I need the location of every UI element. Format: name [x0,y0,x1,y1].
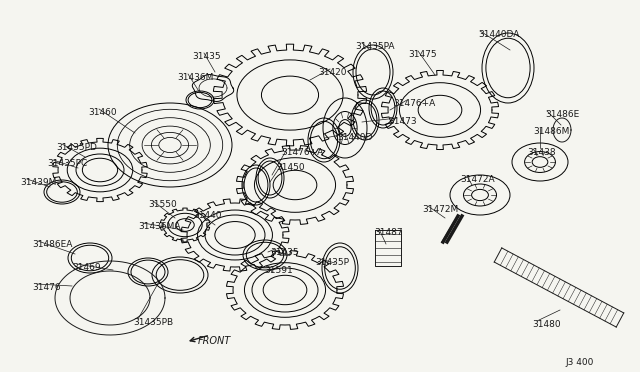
Text: 31472M: 31472M [422,205,458,214]
Text: 31435PC: 31435PC [47,159,87,168]
Text: 31476+A: 31476+A [281,148,323,157]
Text: 31486M: 31486M [533,127,570,136]
Text: 31591: 31591 [264,266,292,275]
Text: 31469: 31469 [72,263,100,272]
Text: 31435PA: 31435PA [355,42,394,51]
Text: 31473: 31473 [388,117,417,126]
Text: 31439M: 31439M [20,178,56,187]
Text: 31476: 31476 [32,283,61,292]
Text: 31435PB: 31435PB [133,318,173,327]
Text: 31420: 31420 [318,68,346,77]
Text: 31440: 31440 [193,211,221,220]
Text: 31487: 31487 [374,228,403,237]
Text: 31460: 31460 [88,108,116,117]
Text: 31486EA: 31486EA [32,240,72,249]
Text: FRONT: FRONT [198,336,231,346]
Text: J3 400: J3 400 [565,358,593,367]
Text: 31450: 31450 [276,163,305,172]
Text: 31436M: 31436M [177,73,213,82]
Text: 31435: 31435 [270,248,299,257]
Text: 31475: 31475 [408,50,436,59]
Text: 31435: 31435 [192,52,221,61]
Text: 31440DA: 31440DA [478,30,520,39]
Text: 31472A: 31472A [460,175,495,184]
Text: 31435PD: 31435PD [56,143,97,152]
Text: 31476+A: 31476+A [393,99,435,108]
Text: 31438: 31438 [527,148,556,157]
Text: 31486E: 31486E [545,110,579,119]
Text: 31435P: 31435P [315,258,349,267]
Text: 31480: 31480 [532,320,561,329]
Text: 31436MA: 31436MA [138,222,180,231]
Text: 31550: 31550 [148,200,177,209]
Text: 31440D: 31440D [337,133,372,142]
